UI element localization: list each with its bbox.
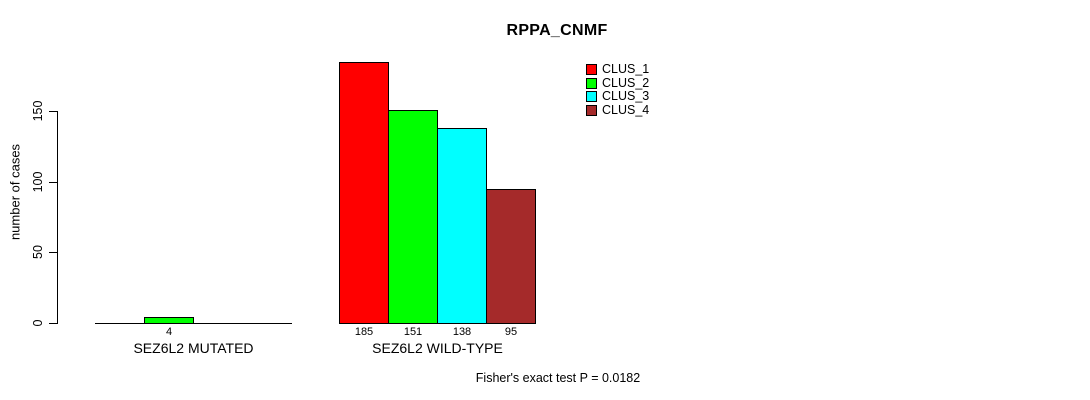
bar-clus-3-sez6l2-wild-type: [437, 127, 487, 324]
legend-label: CLUS_4: [602, 102, 650, 117]
legend: CLUS_1 CLUS_2 CLUS_3 CLUS_4: [586, 62, 650, 117]
bar-value-label: 185: [354, 326, 374, 338]
bar-value-label: 95: [504, 326, 518, 338]
bar-clus-2-sez6l2-wild-type: [388, 109, 438, 324]
legend-label: CLUS_1: [602, 62, 650, 76]
legend-item-clus-3: CLUS_3: [586, 89, 650, 103]
bar-value-label: 151: [403, 326, 423, 338]
bar-clus-4-sez6l2-wild-type: [486, 188, 536, 324]
legend-item-clus-4: CLUS_4: [586, 102, 650, 117]
y-axis-tick-label: 100: [31, 171, 45, 193]
bar-clus-2-sez6l2-mutated: [144, 317, 194, 324]
y-axis-line: [57, 111, 58, 324]
chart-title: RPPA_CNMF: [506, 22, 608, 39]
y-axis-tick-label: 50: [31, 245, 45, 260]
legend-item-clus-2: CLUS_2: [586, 75, 650, 90]
y-axis-tick: [49, 181, 57, 183]
legend-label: CLUS_2: [602, 75, 650, 90]
x-axis-group-label-sez6l2-wild-type: SEZ6L2 WILD-TYPE: [372, 340, 503, 356]
fisher-test-caption: Fisher's exact test P = 0.0182: [475, 371, 641, 385]
y-axis-tick: [49, 252, 57, 254]
legend-swatch-icon: [586, 104, 597, 116]
y-axis-tick: [49, 323, 57, 324]
legend-swatch-icon: [586, 77, 597, 89]
bar-value-label: 138: [452, 326, 472, 338]
legend-swatch-icon: [586, 91, 597, 102]
bar-value-label: 4: [165, 326, 173, 338]
legend-label: CLUS_3: [602, 89, 650, 103]
x-axis-group-label-sez6l2-mutated: SEZ6L2 MUTATED: [133, 340, 254, 356]
y-axis-tick: [49, 111, 57, 112]
legend-swatch-icon: [586, 64, 597, 75]
legend-item-clus-1: CLUS_1: [586, 62, 650, 76]
y-axis-title: number of cases: [7, 143, 23, 241]
y-axis-tick-label: 150: [31, 100, 45, 122]
y-axis-tick-label: 0: [31, 319, 45, 327]
bar-clus-1-sez6l2-wild-type: [339, 61, 389, 324]
